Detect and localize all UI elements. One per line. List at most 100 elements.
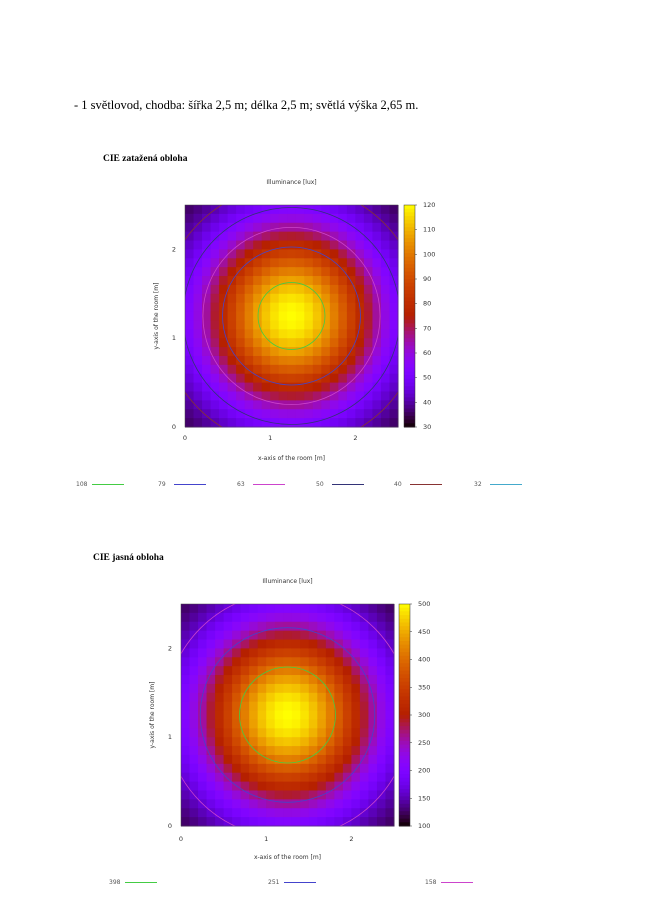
heatmap-cell [291,648,301,658]
heatmap-cell [240,746,250,756]
heatmap-cell [227,391,237,401]
heatmap-cell [351,817,361,827]
heatmap-cell [223,621,233,632]
heatmap-cell [304,213,314,224]
heatmap-cell [219,338,229,348]
heatmap-cell [202,293,212,304]
heatmap-cells [181,604,395,827]
heatmap-cell [210,293,220,304]
heatmap-cell [236,382,246,392]
heatmap-cell [295,400,305,410]
heatmap-cell [193,382,203,392]
heatmap-cell [368,701,378,712]
legend-line [284,882,316,883]
colorbar-tick-label: 300 [418,711,430,719]
colorbar-step [404,397,415,402]
heatmap-cell [274,808,284,818]
colorbar-step [404,345,415,350]
heatmap-cell [304,249,314,259]
heatmap-cell [240,683,250,694]
heatmap-cell [376,754,386,765]
heatmap-cell [219,213,229,224]
heatmap-cell [295,293,305,304]
heatmap-cell [389,284,399,295]
heatmap-cell [249,772,259,783]
heatmap-cell [274,817,284,827]
colorbar-step [399,774,410,779]
heatmap-cell [253,329,263,339]
heatmap-cell [270,258,280,268]
heatmap-cell [338,205,348,215]
heatmap-cell [227,418,237,428]
heatmap-cell [236,231,246,242]
heatmap-cell [376,612,386,623]
heatmap-cell [261,382,271,392]
heatmap-cell [249,604,259,614]
heatmap-cell [291,781,301,791]
heatmap-cell [278,418,288,428]
heatmap-cell [249,763,259,774]
heatmap-cell [227,222,237,233]
clear-contour-legend: 398 251 158 [0,879,654,891]
heatmap-cell [355,329,365,339]
heatmap-cell [278,284,288,295]
heatmap-cell [312,329,322,339]
heatmap-cell [342,817,352,827]
heatmap-cell [372,364,382,375]
heatmap-cell [193,418,203,428]
heatmap-cell [202,347,212,357]
heatmap-cell [321,364,331,375]
heatmap-cell [291,630,301,641]
heatmap-cell [227,293,237,304]
heatmap-cell [312,249,322,259]
heatmap-cell [270,213,280,224]
heatmap-cell [219,284,229,295]
heatmap-cell [308,781,318,791]
heatmap-cell [359,604,369,614]
heatmap-cell [363,240,373,250]
heatmap-cell [300,737,310,747]
heatmap-cell [189,701,199,712]
heatmap-cell [376,728,386,738]
colorbar-step [404,349,415,354]
heatmap-cell [329,213,339,224]
colorbar-step [399,737,410,742]
heatmap-cell [283,719,293,729]
heatmap-cell [321,213,331,224]
heatmap-cell [300,763,310,774]
heatmap-cell [215,817,225,827]
heatmap-cell [198,630,208,641]
heatmap-cell [249,692,259,703]
heatmap-cell [274,710,284,720]
x-tick-label: 1 [264,835,268,843]
heatmap-cell [308,728,318,738]
heatmap-cell [232,675,242,685]
heatmap-cell [334,754,344,765]
heatmap-cell [376,781,386,791]
heatmap-cell [274,781,284,791]
heatmap-cell [270,267,280,277]
heatmap-cell [278,347,288,357]
heatmap-cell [193,355,203,366]
heatmap-cell [355,258,365,268]
heatmap-cell [368,657,378,667]
heatmap-cell [223,746,233,756]
heatmap-cell [181,790,191,800]
heatmap-cell [232,666,242,676]
heatmap-cell [368,763,378,774]
heatmap-cell [287,382,297,392]
heatmap-cell [223,781,233,791]
heatmap-cell [359,808,369,818]
heatmap-cell [236,249,246,259]
heatmap-cell [257,790,267,800]
heatmap-cell [304,293,314,304]
heatmap-cell [376,790,386,800]
heatmap-cell [351,621,361,632]
heatmap-cell [266,746,276,756]
y-tick-label: 2 [168,644,172,652]
heatmap-cell [257,630,267,641]
heatmap-cell [372,222,382,233]
heatmap-cell [300,612,310,623]
heatmap-cell [206,719,216,729]
colorbar-step [399,722,410,727]
